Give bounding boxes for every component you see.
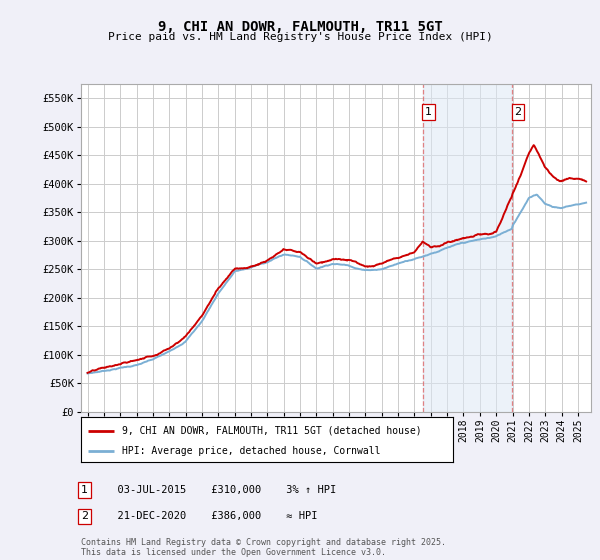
Text: 21-DEC-2020    £386,000    ≈ HPI: 21-DEC-2020 £386,000 ≈ HPI [105,511,317,521]
Text: 9, CHI AN DOWR, FALMOUTH, TR11 5GT (detached house): 9, CHI AN DOWR, FALMOUTH, TR11 5GT (deta… [122,426,422,436]
Text: 2: 2 [81,511,88,521]
Text: Contains HM Land Registry data © Crown copyright and database right 2025.
This d: Contains HM Land Registry data © Crown c… [81,538,446,557]
Text: 2: 2 [515,107,521,117]
Text: HPI: Average price, detached house, Cornwall: HPI: Average price, detached house, Corn… [122,446,380,456]
Text: 1: 1 [81,485,88,495]
Text: 9, CHI AN DOWR, FALMOUTH, TR11 5GT: 9, CHI AN DOWR, FALMOUTH, TR11 5GT [158,20,442,34]
Text: 1: 1 [425,107,432,117]
Text: Price paid vs. HM Land Registry's House Price Index (HPI): Price paid vs. HM Land Registry's House … [107,32,493,43]
Text: 03-JUL-2015    £310,000    3% ↑ HPI: 03-JUL-2015 £310,000 3% ↑ HPI [105,485,336,495]
